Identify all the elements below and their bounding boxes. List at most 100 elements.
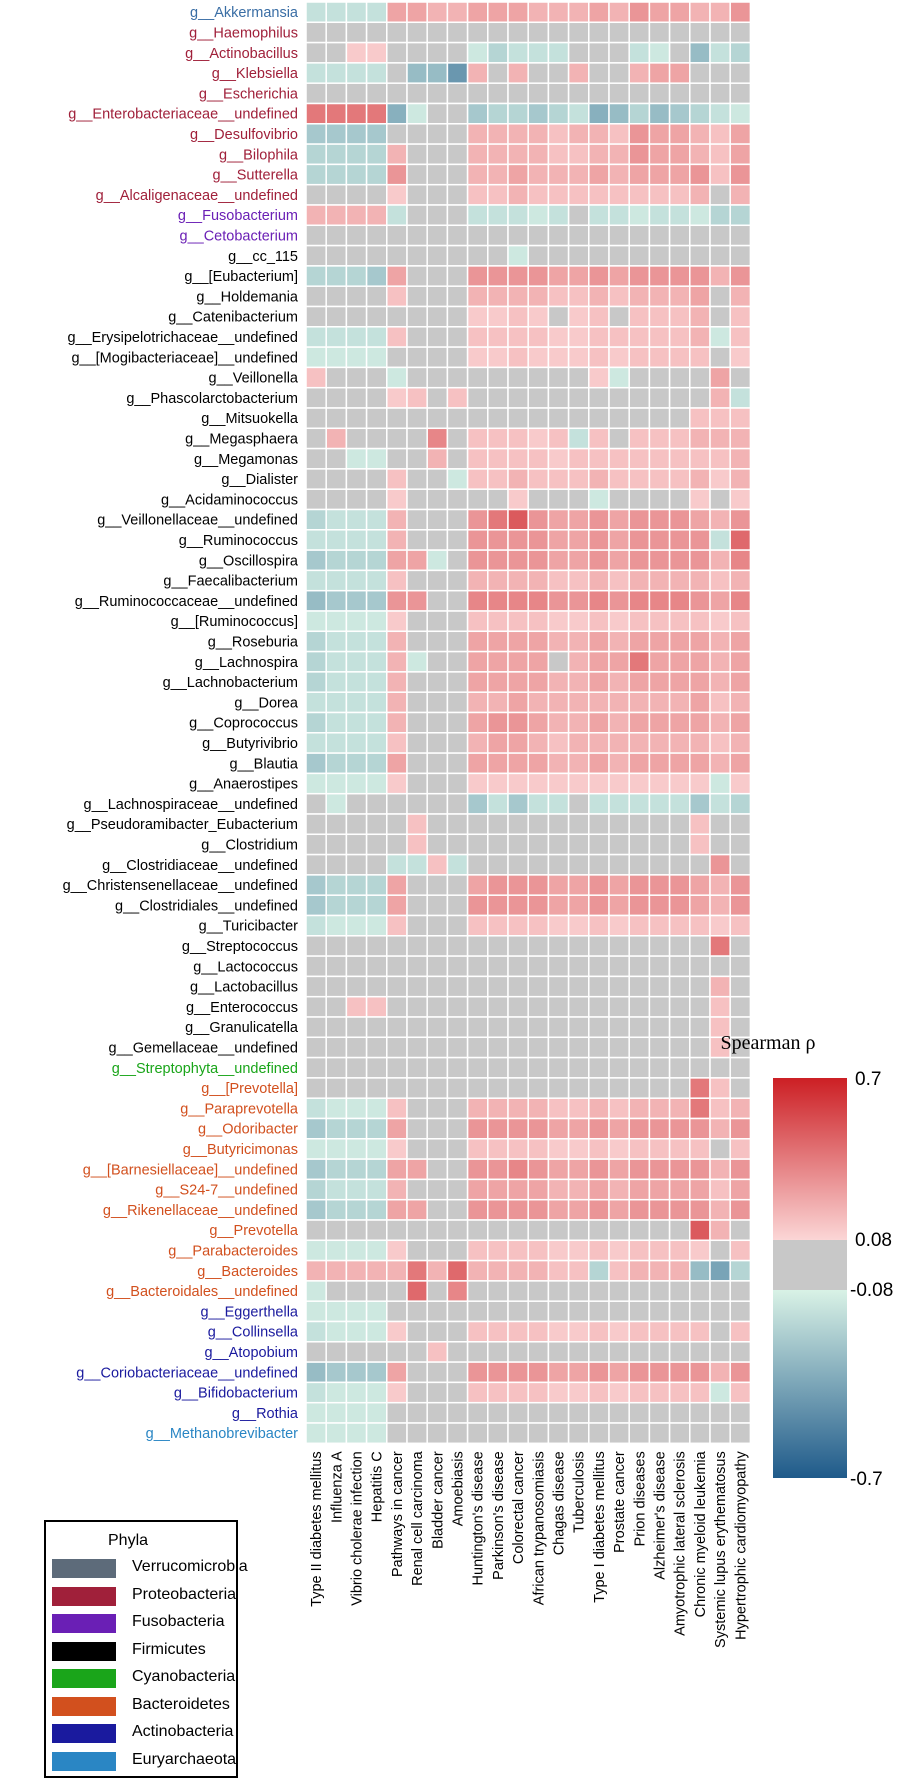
heatmap-cell: [325, 123, 348, 145]
row-label: g__Parabacteroides: [168, 1243, 298, 1259]
heatmap-cell: [365, 102, 388, 125]
heatmap-cell: [709, 671, 731, 693]
heatmap-cell: [689, 955, 711, 978]
heatmap-cell: [527, 752, 550, 775]
heatmap-cell: [365, 1097, 388, 1120]
heatmap-cell: [446, 1341, 469, 1363]
heatmap-cell: [608, 1158, 630, 1181]
heatmap-cell: [709, 549, 731, 572]
heatmap-cell: [689, 995, 711, 1018]
heatmap-cell: [668, 529, 691, 551]
heatmap-cell: [406, 265, 428, 287]
row-label: g__Blautia: [229, 756, 298, 772]
heatmap-cell: [628, 1239, 651, 1262]
heatmap-cell: [689, 650, 711, 673]
heatmap-cell: [446, 1280, 469, 1302]
heatmap-cell: [709, 468, 731, 490]
column-label: Influenza A: [329, 1451, 345, 1523]
heatmap-cell: [527, 346, 550, 369]
heatmap-cell: [608, 1239, 630, 1262]
heatmap-cell: [729, 1, 752, 24]
heatmap-cell: [466, 326, 489, 348]
heatmap-cell: [729, 1401, 752, 1424]
heatmap-cell: [648, 1361, 671, 1384]
heatmap-cell: [588, 1138, 610, 1160]
heatmap-cell: [466, 1320, 489, 1343]
heatmap-cell: [426, 914, 449, 937]
heatmap-cell: [729, 955, 752, 978]
heatmap-cell: [325, 488, 348, 511]
heatmap-cell: [648, 1158, 671, 1181]
heatmap-cell: [729, 894, 752, 917]
heatmap-cell: [446, 1016, 469, 1039]
heatmap-cell: [426, 1422, 449, 1445]
heatmap-cell: [406, 488, 428, 511]
heatmap-cell: [365, 163, 388, 186]
heatmap-cell: [567, 691, 590, 714]
heatmap-cell: [386, 488, 408, 511]
heatmap-cell: [325, 305, 348, 328]
heatmap-cell: [365, 529, 388, 551]
heatmap-cell: [406, 691, 428, 714]
heatmap-cell: [305, 1401, 327, 1424]
heatmap-cell: [689, 244, 711, 267]
column-label: Amyotrophic lateral sclerosis: [673, 1451, 689, 1636]
heatmap-cell: [426, 407, 449, 430]
heatmap-cell: [406, 732, 428, 754]
heatmap-cell: [729, 366, 752, 389]
heatmap-cell: [709, 427, 731, 450]
row-label: g__Gemellaceae__undefined: [109, 1040, 298, 1056]
heatmap-cell: [709, 386, 731, 409]
heatmap-cell: [628, 914, 651, 937]
row-labels: g__Akkermansiag__Haemophilusg__Actinobac…: [63, 5, 299, 1442]
heatmap-cell: [325, 914, 348, 937]
heatmap-cell: [729, 407, 752, 430]
heatmap-cell: [487, 914, 509, 937]
heatmap-cell: [567, 1422, 590, 1445]
heatmap-cell: [588, 468, 610, 490]
heatmap-cell: [608, 427, 630, 450]
heatmap-cell: [567, 853, 590, 876]
heatmap-cell: [386, 1138, 408, 1160]
heatmap-cell: [608, 244, 630, 267]
heatmap-cell: [689, 508, 711, 531]
heatmap-cell: [547, 1036, 570, 1059]
heatmap-cell: [628, 468, 651, 490]
heatmap-cell: [426, 204, 449, 227]
heatmap-cell: [547, 386, 570, 409]
heatmap-cell: [325, 163, 348, 186]
heatmap-cell: [406, 1239, 428, 1262]
heatmap-cell: [426, 650, 449, 673]
heatmap-cell: [729, 183, 752, 206]
heatmap-cell: [547, 1381, 570, 1404]
heatmap-cell: [668, 752, 691, 775]
heatmap-cell: [466, 833, 489, 856]
heatmap-cell: [345, 955, 368, 978]
heatmap-cell: [365, 1381, 388, 1404]
heatmap-cell: [527, 1178, 550, 1201]
heatmap-cell: [709, 1077, 731, 1099]
heatmap-cell: [345, 1077, 368, 1099]
heatmap-cell: [305, 671, 327, 693]
heatmap-cell: [466, 224, 489, 247]
heatmap-cell: [365, 1219, 388, 1242]
row-label: g__Alcaligenaceae__undefined: [96, 188, 298, 204]
heatmap-cell: [305, 224, 327, 247]
heatmap-cell: [305, 691, 327, 714]
heatmap-cell: [628, 711, 651, 734]
heatmap-cell: [305, 183, 327, 206]
heatmap-cell: [487, 265, 509, 287]
heatmap-cell: [386, 1259, 408, 1282]
heatmap-cell: [305, 427, 327, 450]
heatmap-cell: [527, 508, 550, 531]
heatmap-cell: [365, 752, 388, 775]
row-label: g__Christensenellaceae__undefined: [63, 878, 298, 894]
heatmap-cell: [466, 366, 489, 389]
heatmap-cell: [527, 975, 550, 998]
heatmap-cell: [426, 366, 449, 389]
heatmap-cell: [709, 1, 731, 24]
heatmap-cell: [689, 346, 711, 369]
heatmap-cell: [446, 1381, 469, 1404]
heatmap-cell: [729, 21, 752, 44]
heatmap-cell: [588, 1198, 610, 1221]
